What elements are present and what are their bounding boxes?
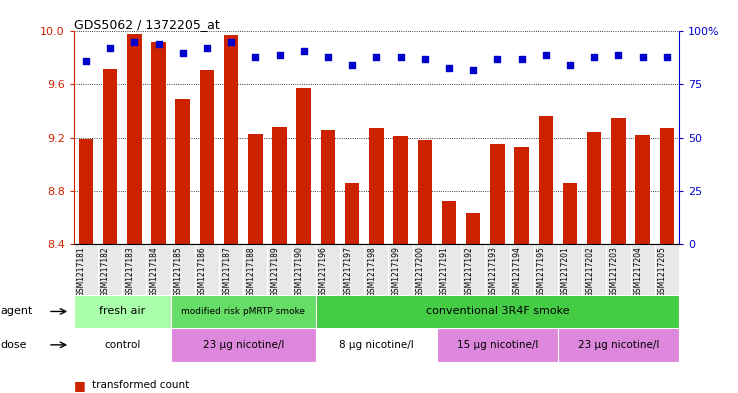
Text: GSM1217203: GSM1217203 (610, 246, 618, 297)
Bar (74, 328, 170, 362)
Text: GSM1217198: GSM1217198 (368, 246, 376, 297)
Point (540, 51, 552, 58)
Point (419, 56, 431, 62)
Text: GSM1217196: GSM1217196 (319, 246, 328, 297)
Text: GSM1217201: GSM1217201 (561, 246, 570, 297)
Point (395, 54, 407, 60)
Point (225, 39, 237, 45)
Text: modified risk pMRTP smoke: modified risk pMRTP smoke (182, 307, 306, 316)
Text: GDS5062 / 1372205_at: GDS5062 / 1372205_at (74, 18, 219, 31)
Point (104, 45, 116, 51)
Text: GSM1217184: GSM1217184 (150, 246, 159, 297)
Text: dose: dose (1, 340, 27, 350)
Text: GSM1217186: GSM1217186 (198, 246, 207, 297)
Point (201, 45, 213, 51)
Text: conventional 3R4F smoke: conventional 3R4F smoke (426, 307, 569, 316)
Text: GSM1217182: GSM1217182 (101, 246, 110, 297)
Text: GSM1217200: GSM1217200 (415, 246, 425, 297)
Bar (297, 88, 311, 244)
Bar (272, 127, 287, 244)
Bar (466, 213, 480, 244)
Bar (660, 128, 674, 244)
Bar (224, 35, 238, 244)
Point (153, 41, 165, 47)
Point (588, 54, 600, 60)
Bar (393, 136, 408, 244)
Text: GSM1217197: GSM1217197 (343, 246, 352, 297)
Point (613, 51, 624, 58)
Text: GSM1217181: GSM1217181 (77, 246, 86, 297)
Point (661, 54, 673, 60)
Bar (514, 147, 529, 244)
Point (298, 48, 310, 54)
Text: GSM1217183: GSM1217183 (125, 246, 134, 297)
Bar (316, 295, 679, 328)
Point (80, 58, 92, 64)
Bar (151, 42, 166, 244)
Bar (563, 183, 577, 244)
Bar (437, 328, 558, 362)
Text: 23 μg nicotine/l: 23 μg nicotine/l (578, 340, 659, 350)
Text: GSM1217188: GSM1217188 (246, 246, 255, 297)
Point (564, 62, 576, 68)
Text: GSM1217199: GSM1217199 (392, 246, 401, 297)
Point (370, 54, 382, 60)
Bar (418, 140, 432, 244)
Point (467, 66, 479, 73)
Bar (127, 34, 142, 244)
Text: 23 μg nicotine/l: 23 μg nicotine/l (202, 340, 284, 350)
Bar (176, 99, 190, 244)
Bar (321, 130, 335, 244)
Bar (316, 328, 437, 362)
Bar (248, 134, 263, 244)
Bar (442, 201, 456, 244)
Text: agent: agent (1, 307, 33, 316)
Bar (369, 128, 384, 244)
Text: GSM1217194: GSM1217194 (513, 246, 522, 297)
Text: 8 μg nicotine/l: 8 μg nicotine/l (339, 340, 414, 350)
Bar (74, 244, 679, 295)
Text: transformed count: transformed count (92, 380, 190, 390)
Point (274, 51, 286, 58)
Text: GSM1217185: GSM1217185 (173, 246, 183, 297)
Text: fresh air: fresh air (99, 307, 145, 316)
Point (516, 56, 528, 62)
Text: GSM1217195: GSM1217195 (537, 246, 546, 297)
Point (346, 62, 358, 68)
Bar (587, 132, 601, 244)
Point (492, 56, 503, 62)
Text: GSM1217193: GSM1217193 (489, 246, 497, 297)
Point (322, 54, 334, 60)
Bar (74, 295, 170, 328)
Bar (635, 135, 650, 244)
Bar (345, 183, 359, 244)
Bar (611, 118, 626, 244)
Text: GSM1217204: GSM1217204 (634, 246, 643, 297)
Point (128, 39, 140, 45)
Text: control: control (104, 340, 140, 350)
Bar (539, 116, 553, 244)
Text: GSM1217191: GSM1217191 (440, 246, 449, 297)
Point (443, 64, 455, 71)
Bar (490, 144, 505, 244)
Text: 15 μg nicotine/l: 15 μg nicotine/l (457, 340, 538, 350)
Bar (170, 328, 316, 362)
Point (249, 54, 261, 60)
Bar (170, 295, 316, 328)
Text: GSM1217189: GSM1217189 (271, 246, 280, 297)
Text: GSM1217192: GSM1217192 (464, 246, 473, 297)
Text: GSM1217187: GSM1217187 (222, 246, 231, 297)
Point (637, 54, 649, 60)
Bar (200, 70, 214, 244)
Text: ■: ■ (74, 378, 86, 392)
Text: GSM1217205: GSM1217205 (658, 246, 667, 297)
Text: GSM1217202: GSM1217202 (585, 246, 594, 297)
Bar (79, 139, 93, 244)
Bar (103, 68, 117, 244)
Text: GSM1217190: GSM1217190 (294, 246, 304, 297)
Point (177, 50, 189, 56)
Bar (558, 328, 679, 362)
